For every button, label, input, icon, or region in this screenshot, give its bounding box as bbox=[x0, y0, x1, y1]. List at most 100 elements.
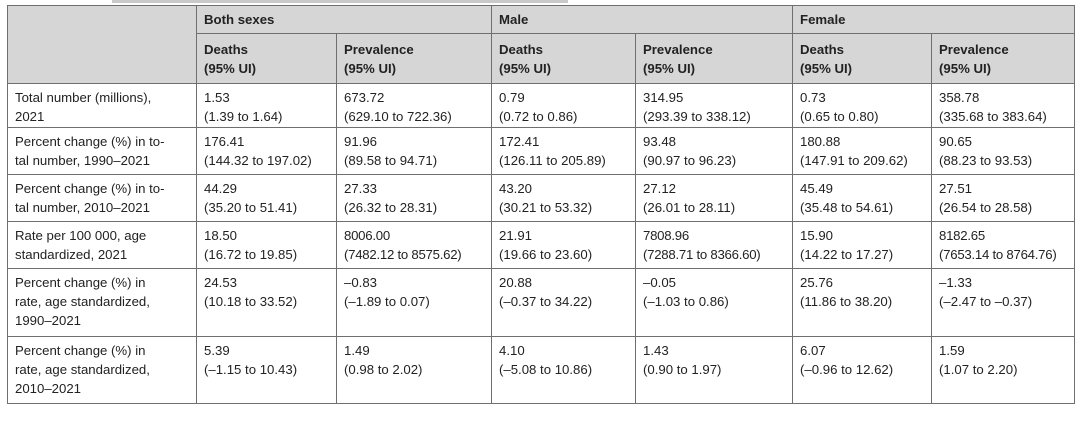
cell-value: –1.33 bbox=[939, 275, 973, 290]
row-label-line: tal number, 2010–2021 bbox=[15, 200, 150, 215]
sub-header-line2: (95% UI) bbox=[939, 61, 992, 76]
cell-ui: (126.11 to 205.89) bbox=[499, 153, 606, 168]
cell-ui: (7288.71 to 8366.60) bbox=[643, 247, 761, 262]
table-cell: 358.78 (335.68 to 383.64) bbox=[931, 83, 1076, 128]
cell-ui: (88.23 to 93.53) bbox=[939, 153, 1033, 168]
row-label: Percent change (%) in to-tal number, 201… bbox=[7, 174, 197, 222]
cell-ui: (89.58 to 94.71) bbox=[344, 153, 438, 168]
sub-header-line1: Deaths bbox=[800, 42, 844, 57]
table-row: Percent change (%) in to-tal number, 199… bbox=[7, 127, 1076, 175]
table-cell: 45.49 (35.48 to 54.61) bbox=[792, 174, 933, 222]
table-cell: 5.39 (–1.15 to 10.43) bbox=[196, 336, 337, 404]
cell-ui: (–0.96 to 12.62) bbox=[800, 362, 894, 377]
row-label: Rate per 100 000, age standardized, 2021 bbox=[7, 221, 197, 269]
cell-value: 180.88 bbox=[800, 134, 841, 149]
cell-ui: (7653.14 to 8764.76) bbox=[939, 247, 1057, 262]
cell-ui: (0.98 to 2.02) bbox=[344, 362, 423, 377]
table-cell: 27.51 (26.54 to 28.58) bbox=[931, 174, 1076, 222]
cell-value: 8006.00 bbox=[344, 228, 390, 243]
sub-header-line1: Prevalence bbox=[643, 42, 713, 57]
corner-header bbox=[7, 5, 197, 84]
sub-header-both-deaths: Deaths (95% UI) bbox=[196, 33, 337, 84]
cell-ui: (335.68 to 383.64) bbox=[939, 109, 1047, 124]
sub-header-row: Deaths (95% UI) Prevalence (95% UI) Deaths… bbox=[8, 33, 1076, 84]
table-row: Percent change (%) in to-tal number, 201… bbox=[7, 174, 1076, 222]
cell-ui: (16.72 to 19.85) bbox=[204, 247, 298, 262]
table-cell: 176.41 (144.32 to 197.02) bbox=[196, 127, 337, 175]
table-cell: 25.76 (11.86 to 38.20) bbox=[792, 268, 933, 337]
cell-value: 27.12 bbox=[643, 181, 677, 196]
cell-value: 15.90 bbox=[800, 228, 834, 243]
table-row: Percent change (%) in rate, age standardi… bbox=[7, 268, 1076, 337]
row-label: Total number (millions), 2021 bbox=[7, 83, 197, 128]
cell-ui: (35.20 to 51.41) bbox=[204, 200, 298, 215]
cell-value: 90.65 bbox=[939, 134, 973, 149]
cell-value: 673.72 bbox=[344, 90, 385, 105]
cell-ui: (–1.89 to 0.07) bbox=[344, 294, 430, 309]
data-table: Both sexes Male Female Deaths (95% UI) Pr… bbox=[7, 5, 1076, 404]
cell-ui: (1.39 to 1.64) bbox=[204, 109, 283, 124]
cell-ui: (0.65 to 0.80) bbox=[800, 109, 879, 124]
cell-ui: (144.32 to 197.02) bbox=[204, 153, 312, 168]
cell-ui: (26.54 to 28.58) bbox=[939, 200, 1033, 215]
cell-value: 4.10 bbox=[499, 343, 525, 358]
sub-header-line2: (95% UI) bbox=[204, 61, 257, 76]
cell-value: 0.79 bbox=[499, 90, 525, 105]
table-cell: 180.88 (147.91 to 209.62) bbox=[792, 127, 933, 175]
cell-value: 176.41 bbox=[204, 134, 245, 149]
cell-value: 43.20 bbox=[499, 181, 533, 196]
table-cell: 93.48 (90.97 to 96.23) bbox=[634, 127, 794, 175]
cell-value: 1.49 bbox=[344, 343, 370, 358]
row-label: Percent change (%) in rate, age standardi… bbox=[7, 268, 197, 337]
table-cell: 21.91 (19.66 to 23.60) bbox=[491, 221, 636, 269]
cell-value: 93.48 bbox=[643, 134, 677, 149]
table-cell: 1.49 (0.98 to 2.02) bbox=[336, 336, 492, 404]
row-label: Percent change (%) in rate, age standardi… bbox=[7, 336, 197, 404]
table-cell: 44.29 (35.20 to 51.41) bbox=[196, 174, 337, 222]
cell-value: 20.88 bbox=[499, 275, 533, 290]
sub-header-male-prevalence: Prevalence (95% UI) bbox=[634, 33, 794, 84]
cell-ui: (–2.47 to –0.37) bbox=[939, 294, 1033, 309]
cell-ui: (7482.12 to 8575.62) bbox=[344, 247, 462, 262]
table-cell: 673.72 (629.10 to 722.36) bbox=[336, 83, 492, 128]
cell-value: 314.95 bbox=[643, 90, 684, 105]
cell-ui: (0.72 to 0.86) bbox=[499, 109, 578, 124]
sub-header-line2: (95% UI) bbox=[643, 61, 696, 76]
table-cell: 7808.96 (7288.71 to 8366.60) bbox=[634, 221, 794, 269]
row-label-line: 2021 bbox=[15, 109, 45, 124]
table-cell: –0.05 (–1.03 to 0.86) bbox=[634, 268, 794, 337]
cell-value: 1.53 bbox=[204, 90, 230, 105]
cell-ui: (293.39 to 338.12) bbox=[643, 109, 751, 124]
row-label-line: Percent change (%) in to- bbox=[15, 181, 165, 196]
cell-ui: (90.97 to 96.23) bbox=[643, 153, 737, 168]
cell-value: 5.39 bbox=[204, 343, 230, 358]
cell-ui: (30.21 to 53.32) bbox=[499, 200, 593, 215]
cell-value: 0.73 bbox=[800, 90, 826, 105]
cell-ui: (629.10 to 722.36) bbox=[344, 109, 452, 124]
table-cell: 4.10 (–5.08 to 10.86) bbox=[491, 336, 636, 404]
sub-header-line2: (95% UI) bbox=[344, 61, 397, 76]
cell-ui: (10.18 to 33.52) bbox=[204, 294, 298, 309]
row-label-line: 2010–2021 bbox=[15, 381, 82, 396]
cell-value: 18.50 bbox=[204, 228, 238, 243]
table-row: Percent change (%) in rate, age standardi… bbox=[7, 336, 1076, 404]
cell-ui: (–0.37 to 34.22) bbox=[499, 294, 593, 309]
row-label-line: Total number (millions), bbox=[15, 90, 152, 105]
cell-ui: (11.86 to 38.20) bbox=[800, 294, 893, 309]
row-label-line: standardized, 2021 bbox=[15, 247, 128, 262]
table-cell: –0.83 (–1.89 to 0.07) bbox=[336, 268, 492, 337]
cell-ui: (26.32 to 28.31) bbox=[344, 200, 438, 215]
table-cell: 18.50 (16.72 to 19.85) bbox=[196, 221, 337, 269]
table-row: Rate per 100 000, age standardized, 2021 … bbox=[7, 221, 1076, 269]
row-label-line: Percent change (%) in to- bbox=[15, 134, 165, 149]
table-cell: 172.41 (126.11 to 205.89) bbox=[491, 127, 636, 175]
cell-value: 1.43 bbox=[643, 343, 669, 358]
table-cell: 6.07 (–0.96 to 12.62) bbox=[792, 336, 933, 404]
sub-header-line1: Deaths bbox=[204, 42, 248, 57]
row-label-line: Rate per 100 000, age bbox=[15, 228, 147, 243]
cell-ui: (–1.03 to 0.86) bbox=[643, 294, 729, 309]
table-row: Total number (millions), 2021 1.53 (1.39 t… bbox=[7, 83, 1076, 128]
cell-value: 27.33 bbox=[344, 181, 378, 196]
sub-header-line2: (95% UI) bbox=[499, 61, 552, 76]
cell-value: 45.49 bbox=[800, 181, 834, 196]
